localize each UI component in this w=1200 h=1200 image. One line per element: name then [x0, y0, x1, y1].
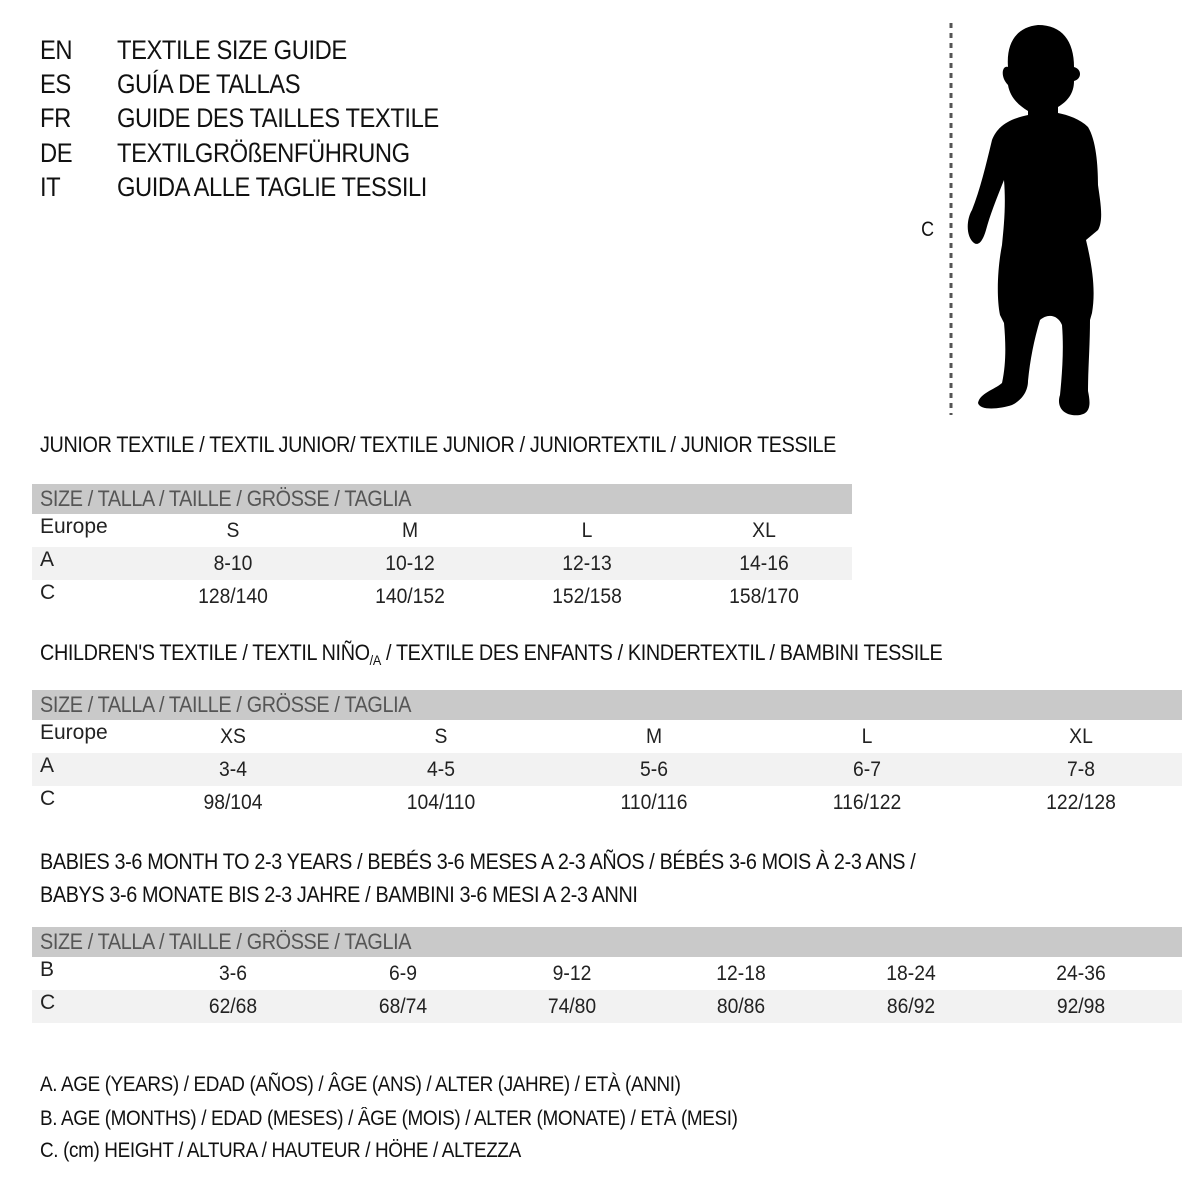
table-cell: 3-4: [219, 758, 247, 781]
junior-section-title: JUNIOR TEXTILE / TEXTIL JUNIOR/ TEXTILE …: [40, 432, 836, 457]
table-cell: 10-12: [385, 552, 435, 575]
table-cell: 8-10: [213, 552, 253, 575]
table-cell: 122/128: [1046, 791, 1116, 814]
row-label: C: [40, 991, 56, 1014]
table-cell: L: [581, 519, 593, 542]
table-cell: 152/158: [552, 585, 622, 608]
children-size-table: SIZE / TALLA / TAILLE / GRÖSSE / TAGLIA …: [32, 690, 1182, 819]
table-cell: 92/98: [1056, 995, 1106, 1018]
table-cell: 158/170: [729, 585, 799, 608]
junior-size-table: SIZE / TALLA / TAILLE / GRÖSSE / TAGLIA …: [32, 484, 852, 613]
row-label: A: [40, 548, 55, 571]
table-cell: S: [434, 725, 448, 748]
header-text: SIZE / TALLA / TAILLE / GRÖSSE / TAGLIA: [40, 486, 412, 511]
table-cell: 110/116: [620, 791, 688, 814]
table-cell: S: [226, 519, 240, 542]
babies-section-title-line1: BABIES 3-6 MONTH TO 2-3 YEARS / BEBÉS 3-…: [40, 849, 916, 874]
table-cell: 9-12: [552, 962, 592, 985]
table-cell: L: [861, 725, 873, 748]
table-cell: 116/122: [832, 791, 902, 814]
table-header: SIZE / TALLA / TAILLE / GRÖSSE / TAGLIA: [32, 690, 1182, 720]
title-subscript: /A: [369, 652, 382, 668]
lang-title: TEXTILE SIZE GUIDE: [117, 35, 347, 65]
table-header: SIZE / TALLA / TAILLE / GRÖSSE / TAGLIA: [32, 927, 1182, 957]
table-cell: 140/152: [375, 585, 445, 608]
row-label: Europe: [40, 721, 108, 744]
title-text: / TEXTILE DES ENFANTS / KINDERTEXTIL / B…: [380, 640, 943, 665]
lang-title: TEXTILGRÖßENFÜHRUNG: [117, 138, 410, 168]
table-row: C 62/68 68/74 74/80 80/86 86/92 92/98: [32, 990, 1182, 1023]
table-cell: 7-8: [1067, 758, 1095, 781]
table-row: C 128/140 140/152 152/158 158/170: [32, 580, 852, 613]
table-cell: 6-7: [853, 758, 881, 781]
lang-title: GUIDA ALLE TAGLIE TESSILI: [117, 172, 427, 202]
table-row: Europe S M L XL: [32, 514, 852, 547]
table-cell: 104/110: [406, 791, 476, 814]
table-cell: 4-5: [427, 758, 455, 781]
table-row: B 3-6 6-9 9-12 12-18 18-24 24-36: [32, 957, 1182, 990]
table-row: A 3-4 4-5 5-6 6-7 7-8: [32, 753, 1182, 786]
table-cell: 74/80: [547, 995, 597, 1018]
row-label: C: [40, 787, 56, 810]
babies-section-title-line2: BABYS 3-6 MONATE BIS 2-3 JAHRE / BAMBINI…: [40, 882, 638, 907]
table-cell: 24-36: [1056, 962, 1106, 985]
table-cell: 12-18: [716, 962, 766, 985]
babies-size-table: SIZE / TALLA / TAILLE / GRÖSSE / TAGLIA …: [32, 927, 1182, 1023]
table-cell: 14-16: [739, 552, 789, 575]
table-row: A 8-10 10-12 12-13 14-16: [32, 547, 852, 580]
lang-code: IT: [40, 172, 61, 202]
table-cell: 98/104: [203, 791, 263, 814]
table-cell: M: [645, 725, 663, 748]
table-cell: 5-6: [640, 758, 668, 781]
title-text: CHILDREN'S TEXTILE / TEXTIL NIÑO: [40, 640, 370, 665]
lang-code: DE: [40, 138, 73, 168]
height-measure-label: C: [921, 218, 935, 241]
table-row: C 98/104 104/110 110/116 116/122 122/128: [32, 786, 1182, 819]
table-cell: 12-13: [562, 552, 612, 575]
lang-code: EN: [40, 35, 73, 65]
lang-code: FR: [40, 103, 71, 133]
table-cell: 3-6: [219, 962, 247, 985]
table-header: SIZE / TALLA / TAILLE / GRÖSSE / TAGLIA: [32, 484, 852, 514]
children-section-title: CHILDREN'S TEXTILE / TEXTIL NIÑO/A / TEX…: [40, 638, 943, 675]
lang-code: ES: [40, 69, 71, 99]
table-cell: 80/86: [716, 995, 766, 1018]
table-cell: XS: [220, 725, 246, 748]
header-text: SIZE / TALLA / TAILLE / GRÖSSE / TAGLIA: [40, 929, 412, 954]
table-cell: M: [401, 519, 419, 542]
table-row: Europe XS S M L XL: [32, 720, 1182, 753]
table-cell: 6-9: [389, 962, 417, 985]
row-label: Europe: [40, 515, 108, 538]
legend-b: B. AGE (MONTHS) / EDAD (MESES) / ÂGE (MO…: [40, 1107, 738, 1130]
lang-title: GUÍA DE TALLAS: [117, 69, 301, 99]
table-cell: 62/68: [208, 995, 258, 1018]
table-cell: 18-24: [886, 962, 936, 985]
child-silhouette-icon: [949, 23, 1102, 416]
legend-c: C. (cm) HEIGHT / ALTURA / HAUTEUR / HÖHE…: [40, 1139, 521, 1162]
row-label: B: [40, 958, 55, 981]
table-cell: 68/74: [378, 995, 428, 1018]
table-cell: XL: [752, 519, 776, 542]
table-cell: 128/140: [198, 585, 268, 608]
header-text: SIZE / TALLA / TAILLE / GRÖSSE / TAGLIA: [40, 692, 412, 717]
table-cell: XL: [1069, 725, 1093, 748]
table-cell: 86/92: [886, 995, 936, 1018]
lang-title: GUIDE DES TAILLES TEXTILE: [117, 103, 439, 133]
row-label: C: [40, 581, 56, 604]
row-label: A: [40, 754, 55, 777]
legend-a: A. AGE (YEARS) / EDAD (AÑOS) / ÂGE (ANS)…: [40, 1073, 681, 1096]
